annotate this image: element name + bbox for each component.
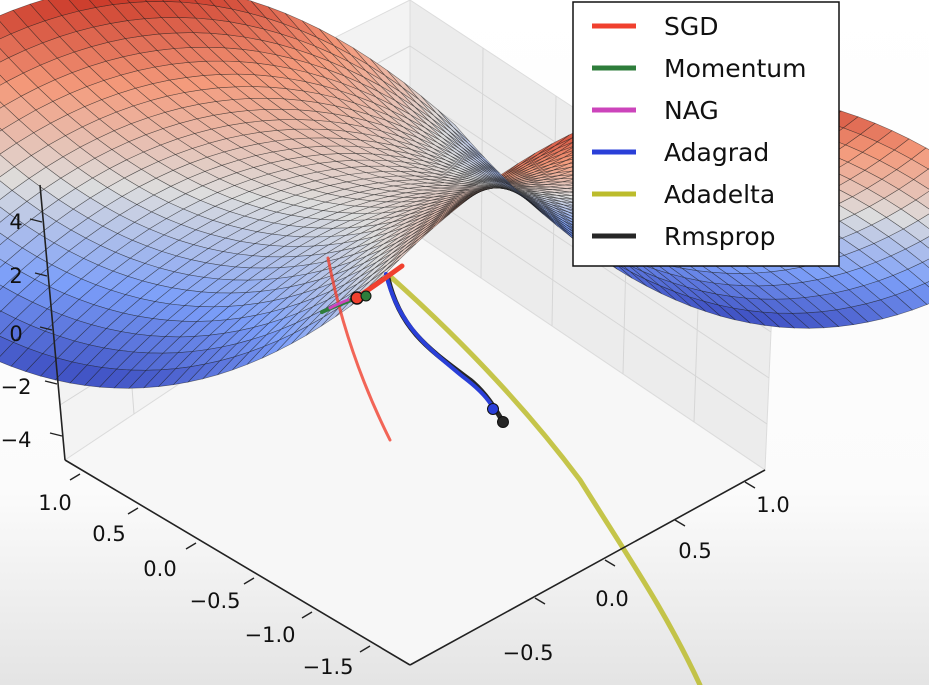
x-tick-label: 1.0	[38, 491, 71, 515]
tick-mark	[69, 473, 81, 481]
legend-label-adadelta: Adadelta	[664, 180, 775, 209]
surface-facet	[0, 21, 12, 40]
y-tick-label: 1.0	[756, 493, 789, 517]
z-tick-label: 0	[9, 322, 22, 346]
legend-label-sgd: SGD	[664, 12, 719, 41]
surface-facet	[0, 284, 4, 290]
momentum-marker	[360, 290, 372, 302]
y-tick-label: 0.5	[678, 539, 711, 563]
surface-facet	[0, 206, 11, 223]
surface-facet	[0, 180, 13, 200]
rmsprop-marker	[497, 416, 509, 428]
surface-facet	[0, 310, 17, 335]
adagrad-marker	[487, 403, 499, 415]
tick-mark	[29, 218, 43, 223]
tick-mark	[604, 559, 616, 567]
tick-mark	[44, 380, 58, 385]
z-tick-label: 2	[9, 264, 22, 288]
surface-facet	[0, 336, 14, 357]
tick-mark	[744, 481, 756, 489]
tick-mark	[359, 645, 371, 653]
z-tick-label: −4	[1, 428, 32, 452]
tick-mark	[674, 519, 686, 527]
tick-mark	[127, 507, 139, 515]
trajectory-nag	[328, 298, 350, 310]
legend-label-nag: NAG	[664, 96, 719, 125]
surface-facet	[924, 281, 929, 288]
x-tick-label: −1.0	[245, 623, 296, 647]
legend: SGD Momentum NAG Adagrad Adadelta Rmsprop	[572, 1, 840, 267]
tick-mark	[49, 432, 63, 437]
trajectory-adagrad	[384, 272, 495, 410]
z-tick-label: −2	[1, 375, 32, 399]
y-axis-line	[409, 469, 766, 666]
tick-mark	[39, 326, 53, 331]
surface-facet	[0, 101, 5, 109]
trajectory-sgd	[326, 256, 392, 442]
optimizer-trajectories	[320, 256, 703, 685]
surface-facet	[0, 129, 17, 155]
legend-label-momentum: Momentum	[664, 54, 806, 83]
z-tick-label: 4	[9, 210, 22, 234]
tick-mark	[243, 577, 255, 585]
x-tick-label: 0.0	[143, 557, 176, 581]
gridline	[409, 183, 768, 425]
tick-mark	[534, 597, 546, 605]
surface-facet	[0, 310, 2, 313]
trajectory-adadelta	[389, 275, 703, 685]
surface-facet	[0, 258, 6, 268]
surface-facet	[0, 127, 3, 132]
legend-box	[572, 1, 840, 267]
x-tick-label: 0.5	[92, 522, 125, 546]
y-tick-label: −0.5	[503, 641, 554, 665]
legend-label-adagrad: Adagrad	[664, 138, 769, 167]
x-axis-line	[64, 459, 411, 666]
surface-facet	[0, 232, 8, 246]
surface-facet	[0, 48, 9, 63]
tick-labels: 420−2−41.00.50.0−0.5−1.0−1.51.00.50.0−0.…	[1, 210, 790, 679]
surface-facet	[0, 74, 7, 86]
surface-facet	[0, 154, 15, 178]
axes	[39, 184, 766, 666]
x-tick-label: −0.5	[190, 589, 241, 613]
tick-mark	[185, 542, 197, 550]
y-tick-label: 0.0	[595, 587, 628, 611]
legend-label-rmsprop: Rmsprop	[664, 222, 776, 251]
tick-mark	[301, 611, 313, 619]
z-axis-line	[39, 184, 66, 461]
tick-mark	[34, 272, 48, 277]
x-tick-label: −1.5	[303, 655, 354, 679]
